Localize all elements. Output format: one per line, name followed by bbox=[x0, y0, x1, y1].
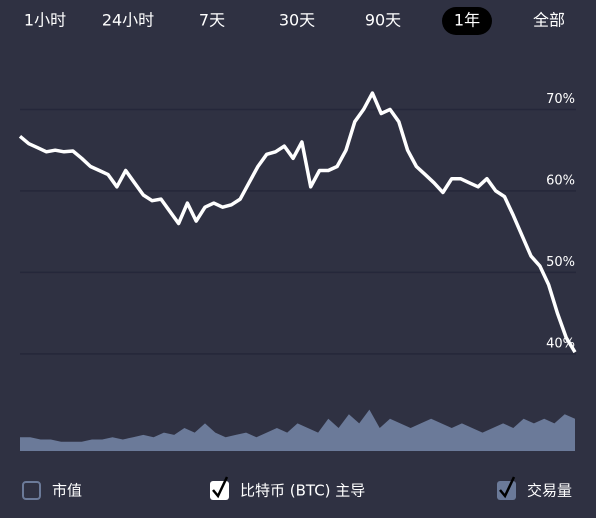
dominance-line bbox=[18, 91, 577, 354]
tab[interactable]: 1年 bbox=[454, 11, 480, 30]
tab[interactable]: 1小时 bbox=[24, 11, 66, 30]
checkbox[interactable] bbox=[22, 481, 41, 500]
tab[interactable]: 90天 bbox=[365, 11, 401, 30]
check-mark bbox=[212, 476, 229, 499]
tab[interactable]: 24小时 bbox=[102, 11, 154, 30]
tab[interactable]: 7天 bbox=[199, 11, 225, 30]
tab[interactable]: 全部 bbox=[533, 11, 565, 30]
legend-label: 交易量 bbox=[527, 482, 572, 500]
y-tick-label: 50% bbox=[546, 255, 575, 270]
legend-label: 市值 bbox=[52, 482, 82, 500]
legend-label: 比特币 (BTC) 主导 bbox=[240, 482, 365, 500]
y-tick-label: 60% bbox=[546, 173, 575, 188]
y-tick-label: 70% bbox=[546, 92, 575, 107]
tab-selected-pill bbox=[442, 7, 492, 35]
volume-area bbox=[20, 409, 575, 451]
check-mark bbox=[499, 476, 516, 499]
tab[interactable]: 30天 bbox=[279, 11, 315, 30]
